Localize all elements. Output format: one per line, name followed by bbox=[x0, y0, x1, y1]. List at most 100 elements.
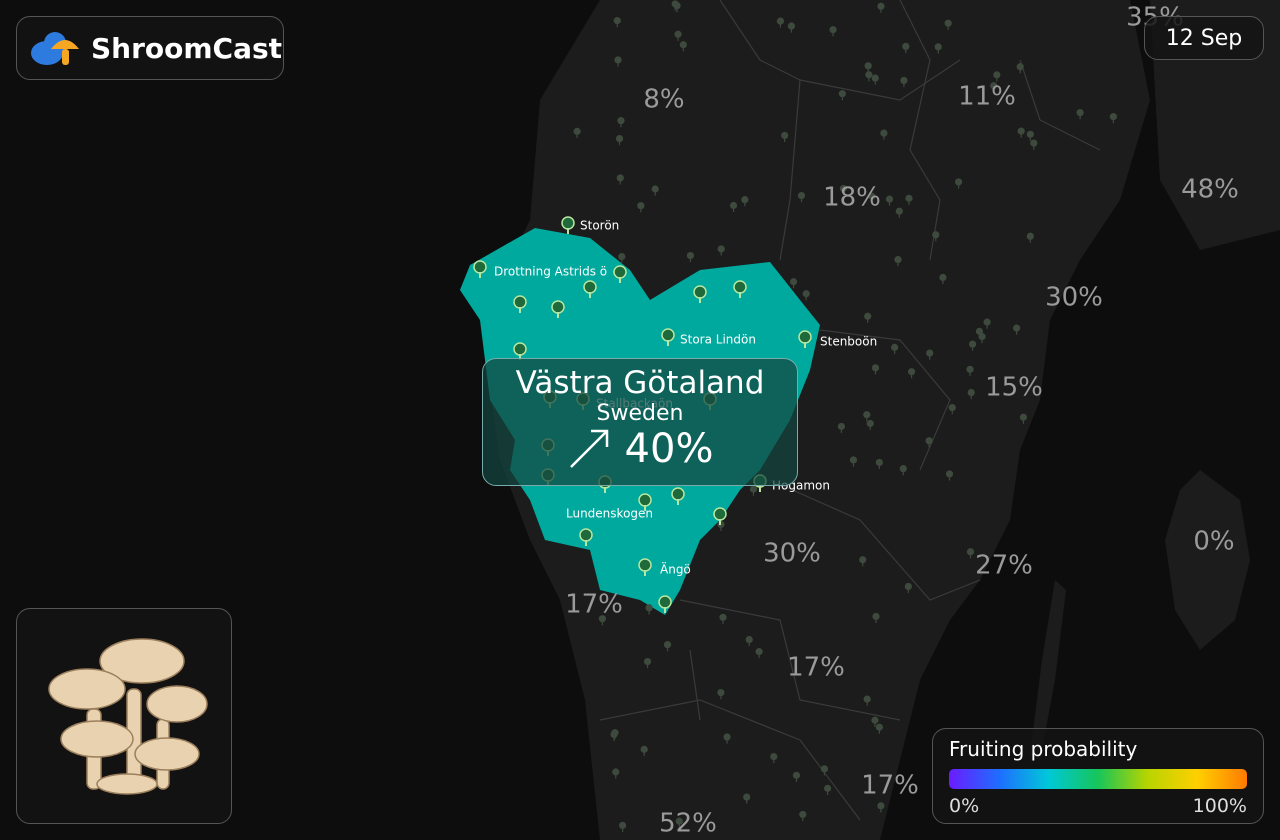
tree-icon bbox=[645, 604, 653, 615]
tree-crown bbox=[613, 17, 621, 25]
tree-icon bbox=[863, 695, 871, 706]
tree-crown bbox=[513, 342, 527, 356]
tree-trunk bbox=[719, 519, 721, 525]
tree-icon bbox=[743, 793, 751, 804]
tree-trunk bbox=[827, 791, 829, 795]
tree-trunk bbox=[732, 208, 735, 213]
tree-icon bbox=[871, 364, 880, 375]
tree-icon bbox=[1026, 130, 1034, 141]
region-borders bbox=[599, 0, 1101, 821]
tree-trunk bbox=[862, 562, 864, 567]
tree-icon bbox=[612, 768, 620, 779]
tree-trunk bbox=[942, 280, 944, 285]
area-probability: 11% bbox=[958, 82, 1016, 112]
tree-crown bbox=[638, 558, 652, 572]
tree-trunk bbox=[589, 292, 591, 298]
tree-icon bbox=[871, 74, 879, 85]
tree-icon bbox=[638, 558, 652, 576]
tree-crown bbox=[899, 465, 907, 473]
tree-trunk bbox=[840, 429, 843, 434]
tree-crown bbox=[1026, 130, 1034, 138]
tree-trunk bbox=[902, 471, 904, 476]
tree-icon bbox=[1076, 109, 1084, 120]
tree-crown bbox=[1109, 113, 1117, 121]
tree-crown bbox=[573, 127, 581, 135]
tree-trunk bbox=[795, 778, 798, 782]
region-probability: 40% bbox=[624, 426, 714, 472]
tree-crown bbox=[675, 817, 683, 825]
tree-crown bbox=[863, 695, 871, 703]
tree-crown bbox=[643, 657, 652, 666]
tree-icon bbox=[1030, 139, 1038, 150]
tree-icon bbox=[894, 255, 902, 267]
tree-trunk bbox=[897, 262, 899, 267]
tree-icon bbox=[693, 285, 707, 303]
tree-trunk bbox=[759, 486, 761, 492]
tree-crown bbox=[776, 17, 785, 25]
legend-max: 100% bbox=[1192, 795, 1247, 817]
tree-crown bbox=[838, 90, 846, 98]
tree-crown bbox=[877, 802, 885, 810]
tree-crown bbox=[645, 604, 653, 612]
tree-trunk bbox=[1022, 420, 1025, 424]
date-selector[interactable]: 12 Sep bbox=[1144, 16, 1264, 60]
tree-trunk bbox=[720, 251, 722, 256]
tree-trunk bbox=[888, 202, 891, 206]
tree-trunk bbox=[644, 570, 646, 576]
tree-icon bbox=[932, 231, 940, 242]
tree-crown bbox=[968, 340, 977, 348]
tree-trunk bbox=[640, 208, 642, 213]
tree-icon bbox=[679, 41, 687, 52]
tree-trunk bbox=[752, 492, 755, 496]
island-oland bbox=[1030, 580, 1066, 760]
tree-icon bbox=[776, 17, 785, 28]
tree-crown bbox=[741, 196, 749, 204]
tree-icon bbox=[673, 2, 681, 13]
tree-trunk bbox=[677, 37, 679, 41]
tree-crown bbox=[1030, 139, 1038, 147]
tree-trunk bbox=[969, 554, 972, 559]
trend-arrow bbox=[569, 429, 608, 468]
tree-crown bbox=[864, 62, 872, 70]
tree-trunk bbox=[576, 134, 578, 138]
tree-trunk bbox=[910, 374, 913, 379]
tree-icon bbox=[637, 202, 645, 213]
tree-icon bbox=[729, 201, 738, 213]
tree-icon bbox=[925, 437, 933, 448]
tree-icon bbox=[926, 349, 934, 360]
tree-icon bbox=[968, 340, 977, 351]
tree-icon bbox=[613, 17, 621, 28]
tree-crown bbox=[561, 216, 575, 230]
tree-crown bbox=[749, 485, 758, 493]
tree-icon bbox=[745, 635, 753, 647]
tree-trunk bbox=[644, 505, 646, 511]
tree-crown bbox=[551, 300, 565, 314]
tree-trunk bbox=[832, 32, 834, 37]
tree-crown bbox=[875, 723, 883, 731]
tree-crown bbox=[719, 613, 727, 621]
tree-crown bbox=[610, 730, 618, 739]
tree-crown bbox=[619, 821, 627, 829]
tree-icon bbox=[789, 278, 798, 289]
tree-crown bbox=[781, 131, 789, 140]
tree-crown bbox=[787, 22, 796, 30]
island-east bbox=[1150, 0, 1280, 250]
place-label: Stora Lindön bbox=[680, 333, 756, 347]
tree-icon bbox=[671, 487, 685, 505]
tree-crown bbox=[837, 422, 846, 431]
region-probability-row: 40% bbox=[483, 426, 797, 472]
tree-icon bbox=[513, 295, 527, 313]
tree-crown bbox=[613, 265, 627, 279]
tree-icon bbox=[798, 330, 812, 348]
place-label: Ängö bbox=[660, 562, 691, 577]
tree-crown bbox=[671, 487, 685, 501]
tree-trunk bbox=[903, 83, 905, 88]
brand[interactable]: ShroomCast bbox=[16, 16, 284, 80]
tree-trunk bbox=[678, 824, 680, 828]
area-probability: 30% bbox=[763, 539, 821, 569]
tree-crown bbox=[990, 82, 998, 90]
tree-icon bbox=[820, 765, 829, 776]
tree-trunk bbox=[726, 740, 728, 744]
tree-trunk bbox=[969, 372, 971, 376]
tree-crown bbox=[1013, 324, 1021, 332]
